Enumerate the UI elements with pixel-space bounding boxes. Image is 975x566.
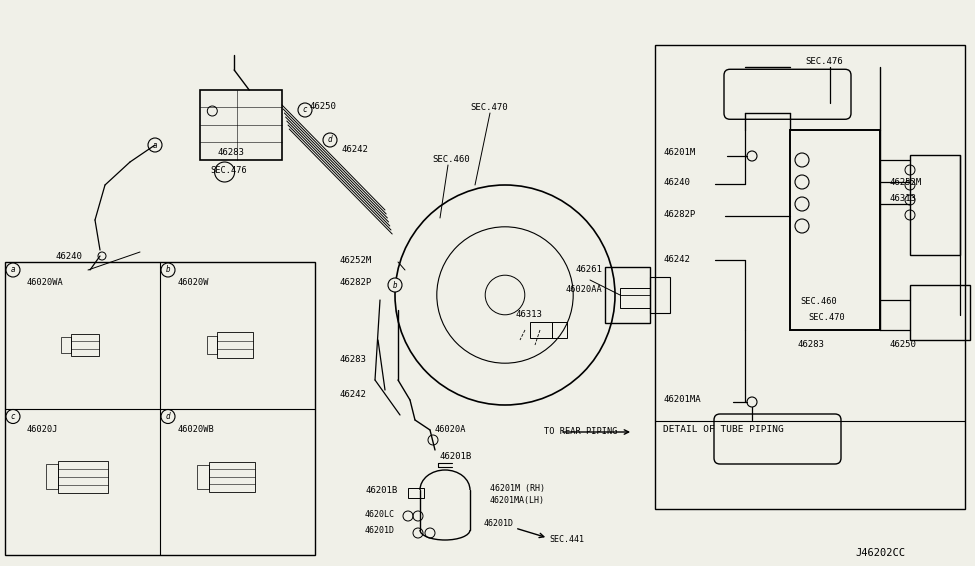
- Text: 4620LC: 4620LC: [365, 510, 395, 519]
- Text: 46020WA: 46020WA: [27, 278, 63, 287]
- Bar: [650, 277, 670, 313]
- Text: 46201M (RH): 46201M (RH): [490, 484, 545, 493]
- Text: SEC.460: SEC.460: [800, 297, 837, 306]
- Text: c: c: [302, 105, 307, 114]
- Bar: [200, 90, 282, 160]
- Circle shape: [148, 138, 162, 152]
- Bar: [197, 465, 209, 488]
- Bar: [209, 461, 255, 491]
- Bar: [910, 285, 970, 340]
- Text: SEC.460: SEC.460: [432, 155, 470, 164]
- Text: 46020W: 46020W: [178, 278, 210, 287]
- Bar: [530, 322, 552, 338]
- Text: 46020J: 46020J: [27, 424, 58, 434]
- Text: 46250: 46250: [890, 340, 916, 349]
- Bar: [605, 267, 650, 323]
- Text: b: b: [166, 265, 171, 275]
- Text: DETAIL OF TUBE PIPING: DETAIL OF TUBE PIPING: [663, 425, 784, 434]
- Bar: [71, 334, 99, 356]
- Text: 46020WB: 46020WB: [178, 424, 214, 434]
- Text: 46242: 46242: [342, 145, 369, 154]
- Circle shape: [388, 278, 402, 292]
- Circle shape: [161, 409, 175, 423]
- Text: d: d: [166, 412, 171, 421]
- Text: 46201MA: 46201MA: [663, 395, 701, 404]
- Text: 46201B: 46201B: [440, 452, 472, 461]
- Text: SEC.476: SEC.476: [210, 166, 247, 175]
- Circle shape: [6, 263, 20, 277]
- Text: 46282P: 46282P: [663, 210, 695, 219]
- Bar: [408, 488, 424, 498]
- Bar: [46, 464, 58, 489]
- Circle shape: [298, 103, 312, 117]
- Text: 46283: 46283: [798, 340, 825, 349]
- Bar: [910, 155, 960, 255]
- Bar: [790, 130, 880, 330]
- Circle shape: [161, 263, 175, 277]
- Text: 46313: 46313: [890, 194, 916, 203]
- Bar: [58, 461, 108, 492]
- Circle shape: [323, 133, 337, 147]
- Text: SEC.470: SEC.470: [470, 103, 508, 112]
- Text: a: a: [11, 265, 16, 275]
- Bar: [5, 262, 315, 555]
- Text: 46283: 46283: [340, 355, 367, 364]
- Text: J46202CC: J46202CC: [855, 548, 905, 558]
- Text: d: d: [328, 135, 332, 144]
- Bar: [61, 337, 71, 353]
- Text: 46250: 46250: [310, 102, 337, 111]
- Bar: [207, 336, 217, 354]
- Text: 46240: 46240: [55, 252, 82, 261]
- Text: 46282P: 46282P: [340, 278, 372, 287]
- Text: b: b: [393, 281, 398, 289]
- Text: 46020A: 46020A: [435, 425, 466, 434]
- Text: 46252M: 46252M: [890, 178, 922, 187]
- Text: 46240: 46240: [663, 178, 690, 187]
- Text: 46201B: 46201B: [365, 486, 397, 495]
- Bar: [552, 322, 567, 338]
- Text: 46313: 46313: [516, 310, 543, 319]
- Text: 46252M: 46252M: [340, 256, 372, 265]
- Text: SEC.470: SEC.470: [808, 313, 844, 322]
- Text: 46201D: 46201D: [484, 519, 514, 528]
- Text: TO REAR PIPING: TO REAR PIPING: [544, 427, 617, 436]
- Text: 46283: 46283: [218, 148, 245, 157]
- Text: 46201D: 46201D: [365, 526, 395, 535]
- Text: 46242: 46242: [663, 255, 690, 264]
- Text: SEC.441: SEC.441: [549, 535, 584, 544]
- Bar: [217, 332, 253, 358]
- Text: 46261: 46261: [576, 265, 603, 274]
- Bar: [620, 288, 650, 308]
- Text: 46242: 46242: [340, 390, 367, 399]
- Text: 46020AA: 46020AA: [566, 285, 603, 294]
- Text: 46201M: 46201M: [663, 148, 695, 157]
- Bar: [655, 45, 965, 509]
- Text: 46201MA(LH): 46201MA(LH): [490, 496, 545, 505]
- Text: SEC.476: SEC.476: [805, 57, 842, 66]
- Text: c: c: [11, 412, 16, 421]
- Text: a: a: [153, 140, 157, 149]
- Circle shape: [6, 409, 20, 423]
